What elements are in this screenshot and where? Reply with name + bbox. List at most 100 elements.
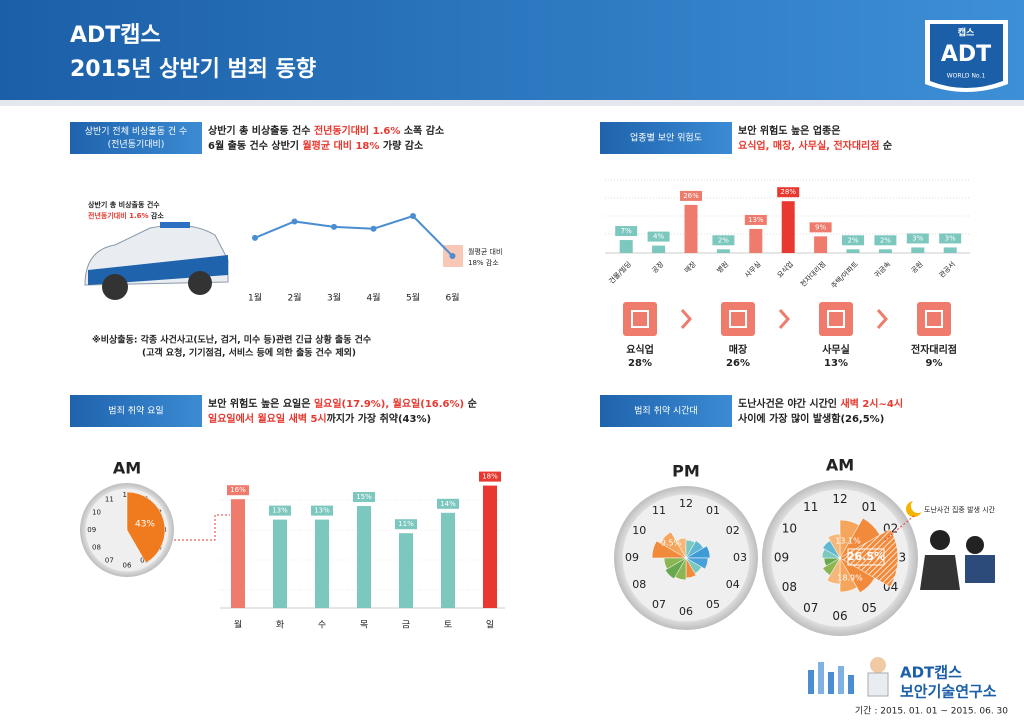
clock-label: AM bbox=[826, 456, 854, 475]
section-tag bbox=[70, 395, 202, 427]
text-segment: 상반기 총 비상출동 건수 bbox=[88, 200, 160, 209]
value-tag bbox=[874, 235, 897, 246]
value-label: 3% bbox=[945, 234, 956, 242]
text-segment: 까지가 가장 취약(43%) bbox=[327, 412, 431, 425]
bar bbox=[878, 249, 892, 253]
wedge-label-box bbox=[847, 548, 885, 566]
text-segment: 감소 bbox=[149, 211, 165, 220]
section-tag-text: 업종별 보안 위험도 bbox=[630, 133, 702, 144]
clock-wedge bbox=[126, 491, 166, 564]
text-segment: 새벽 2시~4시 bbox=[840, 397, 903, 410]
text-line: 6월 출동 건수 상반기 월평균 대비 18% 가량 감소 bbox=[208, 139, 423, 152]
line bbox=[254, 214, 454, 257]
header-shadow bbox=[0, 100, 1024, 106]
text-line: 도난사건은 야간 시간인 새벽 2시~4시 bbox=[738, 397, 903, 410]
bar bbox=[814, 236, 828, 253]
value-tag bbox=[311, 505, 333, 516]
text-line: 요식업, 매장, 사무실, 전자대리점 순 bbox=[738, 139, 892, 152]
clock-number: 05 bbox=[706, 598, 720, 611]
section-tag-text: 범죄 취약 시간대 bbox=[634, 405, 698, 417]
point bbox=[370, 225, 377, 232]
annotation: 18% 감소 bbox=[468, 259, 499, 267]
text-segment: 사이에 가장 많이 발생함(26,5%) bbox=[738, 412, 884, 425]
clock-wedge bbox=[675, 537, 687, 559]
clock-label: PM bbox=[672, 462, 700, 481]
bar bbox=[357, 506, 371, 608]
clock-number: 09 bbox=[774, 551, 789, 565]
brand: ADT캡스 bbox=[70, 23, 161, 48]
rank-name: 사무실 bbox=[822, 343, 850, 356]
x-tick-label: 일 bbox=[486, 620, 494, 631]
clock-number: 09 bbox=[87, 526, 96, 534]
icon bbox=[721, 302, 755, 336]
text-line: 전년동기대비 1.6% 감소 bbox=[88, 211, 164, 220]
value-label: 3% bbox=[912, 234, 923, 242]
rank-share: 13% bbox=[824, 358, 848, 369]
value-tag bbox=[744, 214, 767, 225]
value-label: 2% bbox=[718, 236, 729, 244]
text-line: 일요일에서 월요일 새벽 5시까지가 가장 취약(43%) bbox=[208, 412, 431, 425]
clock-wedge bbox=[826, 557, 841, 585]
rank-name: 전자대리점 bbox=[911, 343, 957, 356]
bar bbox=[483, 485, 497, 608]
text-segment: 가량 감소 bbox=[379, 139, 423, 152]
clock-number: 11 bbox=[652, 504, 666, 517]
value-tag bbox=[939, 233, 962, 244]
clock-wedge bbox=[839, 557, 875, 593]
value-label: 14% bbox=[440, 500, 456, 508]
footer-period: 기간 : 2015. 01. 01 ~ 2015. 06. 30 bbox=[855, 706, 1008, 717]
clock-number: 10 bbox=[92, 508, 101, 516]
text-segment: 전년동기대비 1.6% bbox=[88, 211, 149, 220]
clock-number: 07 bbox=[803, 601, 818, 615]
logo-top: 캡스 bbox=[958, 27, 975, 39]
rank-name: 매장 bbox=[729, 343, 748, 356]
value-tag bbox=[777, 187, 800, 198]
annotation: 월평균 대비 bbox=[468, 247, 502, 256]
clock-wedge bbox=[839, 528, 899, 588]
value-label: 4% bbox=[653, 233, 664, 241]
x-tick-label: 6월 bbox=[445, 292, 459, 304]
icon bbox=[819, 302, 853, 336]
text-segment: 일요일에서 월요일 새벽 5시 bbox=[208, 412, 327, 425]
value-tag bbox=[479, 471, 501, 482]
point bbox=[252, 234, 258, 241]
clock-number: 06 bbox=[679, 605, 693, 618]
wedge-label: 26.5% bbox=[847, 550, 885, 563]
wedge-label: 9.5% bbox=[661, 539, 682, 548]
logo: 캡스 ADT WORLD No.1 bbox=[925, 20, 1008, 92]
section-tag bbox=[70, 122, 202, 154]
text-line: 보안 위험도 높은 업종은 bbox=[738, 124, 840, 137]
icon bbox=[623, 302, 657, 336]
clock-number: 09 bbox=[625, 551, 639, 564]
clock-number: 11 bbox=[105, 495, 114, 503]
clock-wedge bbox=[685, 545, 711, 559]
icon-glyph bbox=[925, 310, 943, 328]
clock-wedge bbox=[685, 557, 709, 570]
bar bbox=[399, 533, 413, 608]
rank-share: 28% bbox=[628, 358, 652, 369]
clock-number: 02 bbox=[726, 524, 740, 537]
value-tag bbox=[842, 235, 864, 246]
note: ※비상출동: 각종 사건사고(도난, 검거, 미수 등)관련 긴급 상황 출동 … bbox=[92, 334, 371, 346]
car-illustration bbox=[84, 222, 229, 300]
value-tag bbox=[395, 519, 417, 530]
section-tag-text: (전년동기대비) bbox=[108, 139, 165, 150]
section-tag-text: 범죄 취약 요일 bbox=[108, 405, 163, 417]
car-wheel bbox=[188, 271, 212, 295]
arrow bbox=[680, 309, 693, 329]
header-band bbox=[0, 0, 1024, 100]
bar bbox=[273, 519, 287, 608]
x-tick-label: 4월 bbox=[366, 292, 380, 304]
clock-wedge bbox=[839, 557, 858, 593]
clock-number: 01 bbox=[862, 500, 877, 514]
clock-wedge bbox=[664, 557, 687, 580]
annotation: 도난사건 집중 발생 시간 bbox=[924, 505, 996, 514]
value-label: 7% bbox=[621, 227, 632, 235]
clock-number: 12 bbox=[679, 497, 693, 510]
section-tag bbox=[600, 122, 732, 154]
clock-number: 11 bbox=[803, 500, 818, 514]
text-segment: 전년동기대비 1.6% bbox=[314, 124, 400, 137]
value-tag bbox=[712, 235, 735, 246]
connector bbox=[170, 514, 230, 541]
